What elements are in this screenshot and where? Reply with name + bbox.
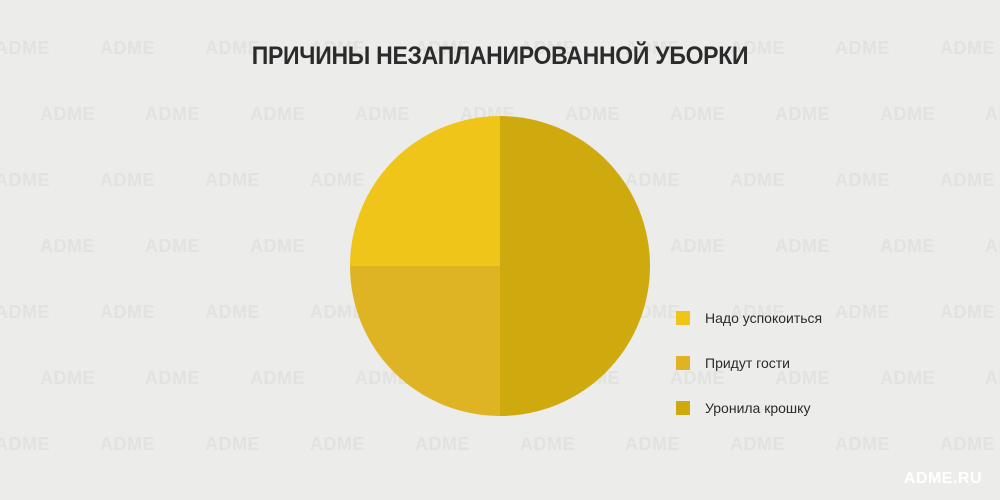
chart-title: ПРИЧИНЫ НЕЗАПЛАНИРОВАННОЙ УБОРКИ: [251, 42, 749, 70]
legend-label: Уронила крошку: [705, 400, 811, 416]
legend-label: Придут гости: [705, 355, 790, 371]
legend-item-dropped-crumb: Уронила крошку: [676, 400, 810, 416]
legend-swatch: [676, 401, 690, 415]
legend-item-calm-down: Надо успокоиться: [676, 310, 822, 326]
legend-label: Надо успокоиться: [705, 310, 823, 326]
legend-swatch: [676, 356, 690, 370]
pie-slice-guests-coming: [350, 266, 500, 416]
brand-logo: ADME.RU: [903, 470, 982, 487]
legend-swatch: [676, 311, 690, 325]
pie-slice-dropped-crumb: [500, 116, 650, 416]
legend-item-guests-coming: Придут гости: [676, 355, 790, 371]
pie-slice-calm-down: [350, 116, 500, 266]
